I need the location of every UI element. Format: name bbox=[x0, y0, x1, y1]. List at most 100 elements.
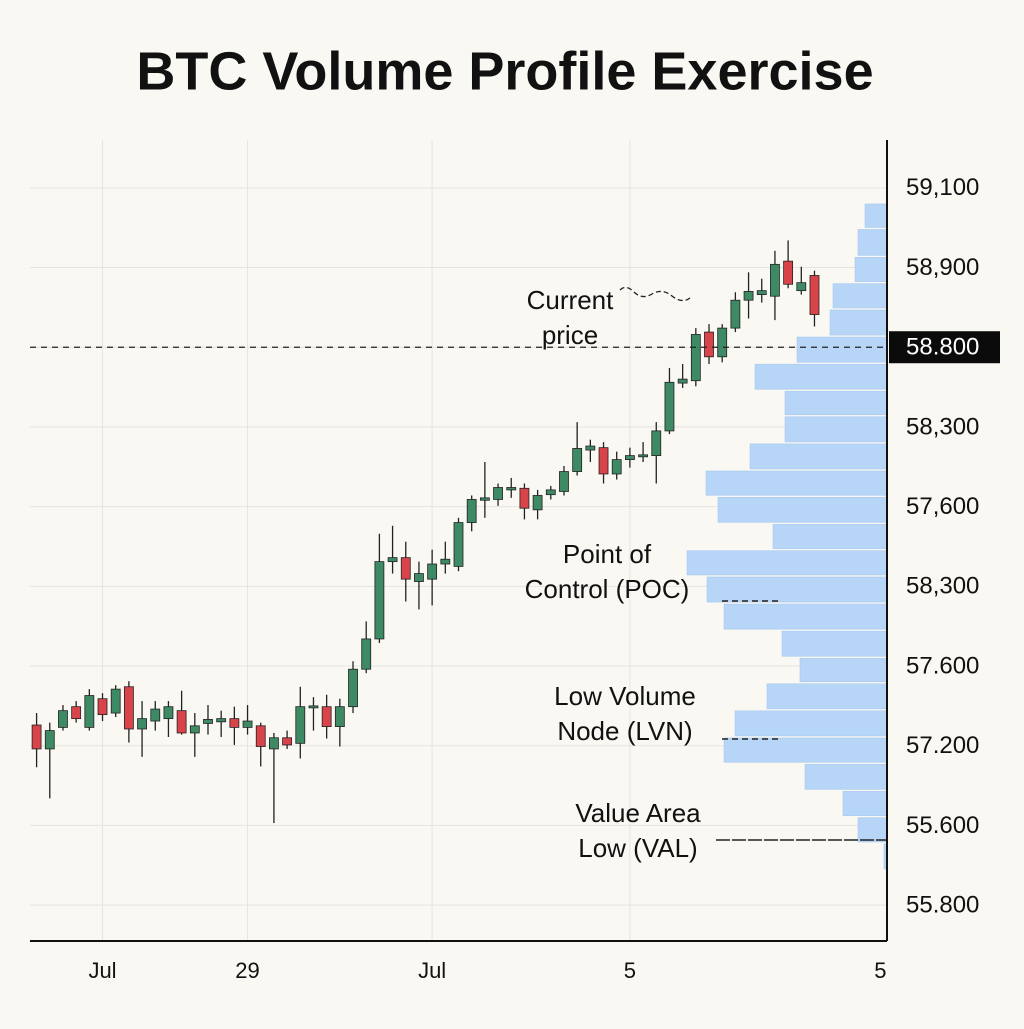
y-tick-label: 58,300 bbox=[906, 413, 979, 440]
candle-body bbox=[295, 706, 306, 744]
candle-body bbox=[783, 260, 794, 285]
candle-body bbox=[598, 447, 609, 475]
candle-body bbox=[31, 724, 42, 750]
profile-bar bbox=[734, 710, 888, 737]
candle-body bbox=[97, 698, 108, 716]
candle-body bbox=[71, 706, 82, 720]
annotation: Low (VAL) bbox=[578, 833, 697, 863]
y-tick-label: 58.800 bbox=[906, 334, 979, 361]
candle-body bbox=[348, 668, 358, 708]
candle-body bbox=[717, 327, 728, 358]
candle-body bbox=[796, 282, 807, 292]
y-tick-label: 55.800 bbox=[906, 891, 979, 918]
profile-bar bbox=[784, 390, 888, 416]
candle-body bbox=[269, 737, 279, 750]
candle-body bbox=[334, 706, 345, 728]
annotation: Node (LVN) bbox=[557, 716, 692, 746]
candle-body bbox=[203, 719, 213, 724]
profile-bar bbox=[854, 257, 888, 282]
candle-body bbox=[756, 290, 767, 296]
candle-body bbox=[585, 445, 596, 451]
y-tick-label: 58,900 bbox=[906, 254, 979, 281]
annotation: Value Area bbox=[575, 798, 701, 828]
candle-body bbox=[611, 459, 622, 475]
labels: 59,100 58,900 58.800 58,300 57,600 58,300 57.6… bbox=[30, 174, 1000, 983]
profile-bar bbox=[781, 630, 888, 657]
candle-body bbox=[664, 381, 675, 432]
candle-body bbox=[282, 737, 293, 746]
profile-bar bbox=[857, 229, 888, 256]
x-tick-label: 5 bbox=[624, 958, 636, 983]
candle-body bbox=[110, 688, 121, 714]
candle-body bbox=[229, 718, 240, 728]
candle-body bbox=[163, 706, 174, 720]
candle-body bbox=[519, 487, 530, 509]
candle-body bbox=[414, 573, 424, 582]
x-tick-label: Jul bbox=[418, 958, 446, 983]
profile-bar bbox=[717, 496, 888, 523]
y-tick-label: 57.200 bbox=[906, 732, 979, 759]
y-tick-label: 59,100 bbox=[906, 174, 979, 201]
volume-profile bbox=[686, 203, 888, 870]
candle-body bbox=[651, 430, 662, 457]
candle-body bbox=[506, 487, 517, 491]
candle-body bbox=[400, 557, 411, 580]
candle-body bbox=[453, 522, 464, 567]
candle-body bbox=[479, 497, 490, 501]
current-price-box bbox=[889, 331, 1000, 364]
candle-body bbox=[493, 487, 503, 500]
current-price-pointer bbox=[619, 286, 691, 302]
candle-body bbox=[308, 705, 319, 709]
candle-body bbox=[150, 708, 161, 722]
candle-body bbox=[242, 720, 253, 728]
candle-body bbox=[427, 563, 438, 580]
profile-bar bbox=[706, 576, 888, 603]
x-tick-label: Jul bbox=[88, 958, 116, 983]
annotation: Low Volume bbox=[554, 681, 696, 711]
candle-body bbox=[440, 558, 451, 565]
candle-body bbox=[255, 725, 266, 747]
candle-body bbox=[730, 299, 741, 329]
candle-body bbox=[189, 725, 200, 734]
y-tick-label: 57.600 bbox=[906, 652, 979, 679]
candle-body bbox=[559, 471, 569, 492]
candle-body bbox=[176, 710, 187, 734]
candle-body bbox=[572, 448, 583, 472]
profile-bar bbox=[772, 524, 888, 549]
candle-body bbox=[532, 495, 543, 511]
profile-bar bbox=[754, 363, 888, 390]
candle-body bbox=[770, 263, 780, 297]
annotation-lines bbox=[619, 286, 887, 841]
candle-body bbox=[58, 710, 68, 728]
grid bbox=[30, 140, 887, 941]
candle-body bbox=[690, 334, 701, 382]
annotation: Control (POC) bbox=[525, 574, 690, 604]
x-tick-label: 29 bbox=[235, 958, 259, 983]
chart-title: BTC Volume Profile Exercise bbox=[136, 41, 873, 101]
candle-body bbox=[84, 695, 95, 728]
profile-bar bbox=[799, 657, 888, 683]
candle-body bbox=[361, 638, 372, 670]
candle-body bbox=[321, 706, 332, 728]
profile-bar bbox=[804, 763, 888, 790]
candle-body bbox=[374, 561, 385, 640]
candle-body bbox=[387, 557, 398, 563]
candle-body bbox=[466, 499, 477, 523]
profile-bar bbox=[842, 791, 888, 816]
profile-bar bbox=[723, 603, 888, 630]
profile-bar bbox=[857, 817, 888, 843]
profile-bar bbox=[796, 336, 888, 363]
candle-body bbox=[137, 718, 147, 730]
annotation: price bbox=[542, 320, 598, 350]
profile-bar bbox=[749, 443, 888, 470]
candle-body bbox=[123, 686, 134, 730]
candle-body bbox=[704, 331, 714, 358]
profile-bar bbox=[784, 416, 888, 443]
candle-body bbox=[545, 489, 556, 496]
profile-bar bbox=[864, 203, 888, 228]
y-tick-label: 57,600 bbox=[906, 493, 979, 520]
x-tick-label: 5 bbox=[874, 958, 886, 983]
annotation: Point of bbox=[563, 539, 652, 569]
